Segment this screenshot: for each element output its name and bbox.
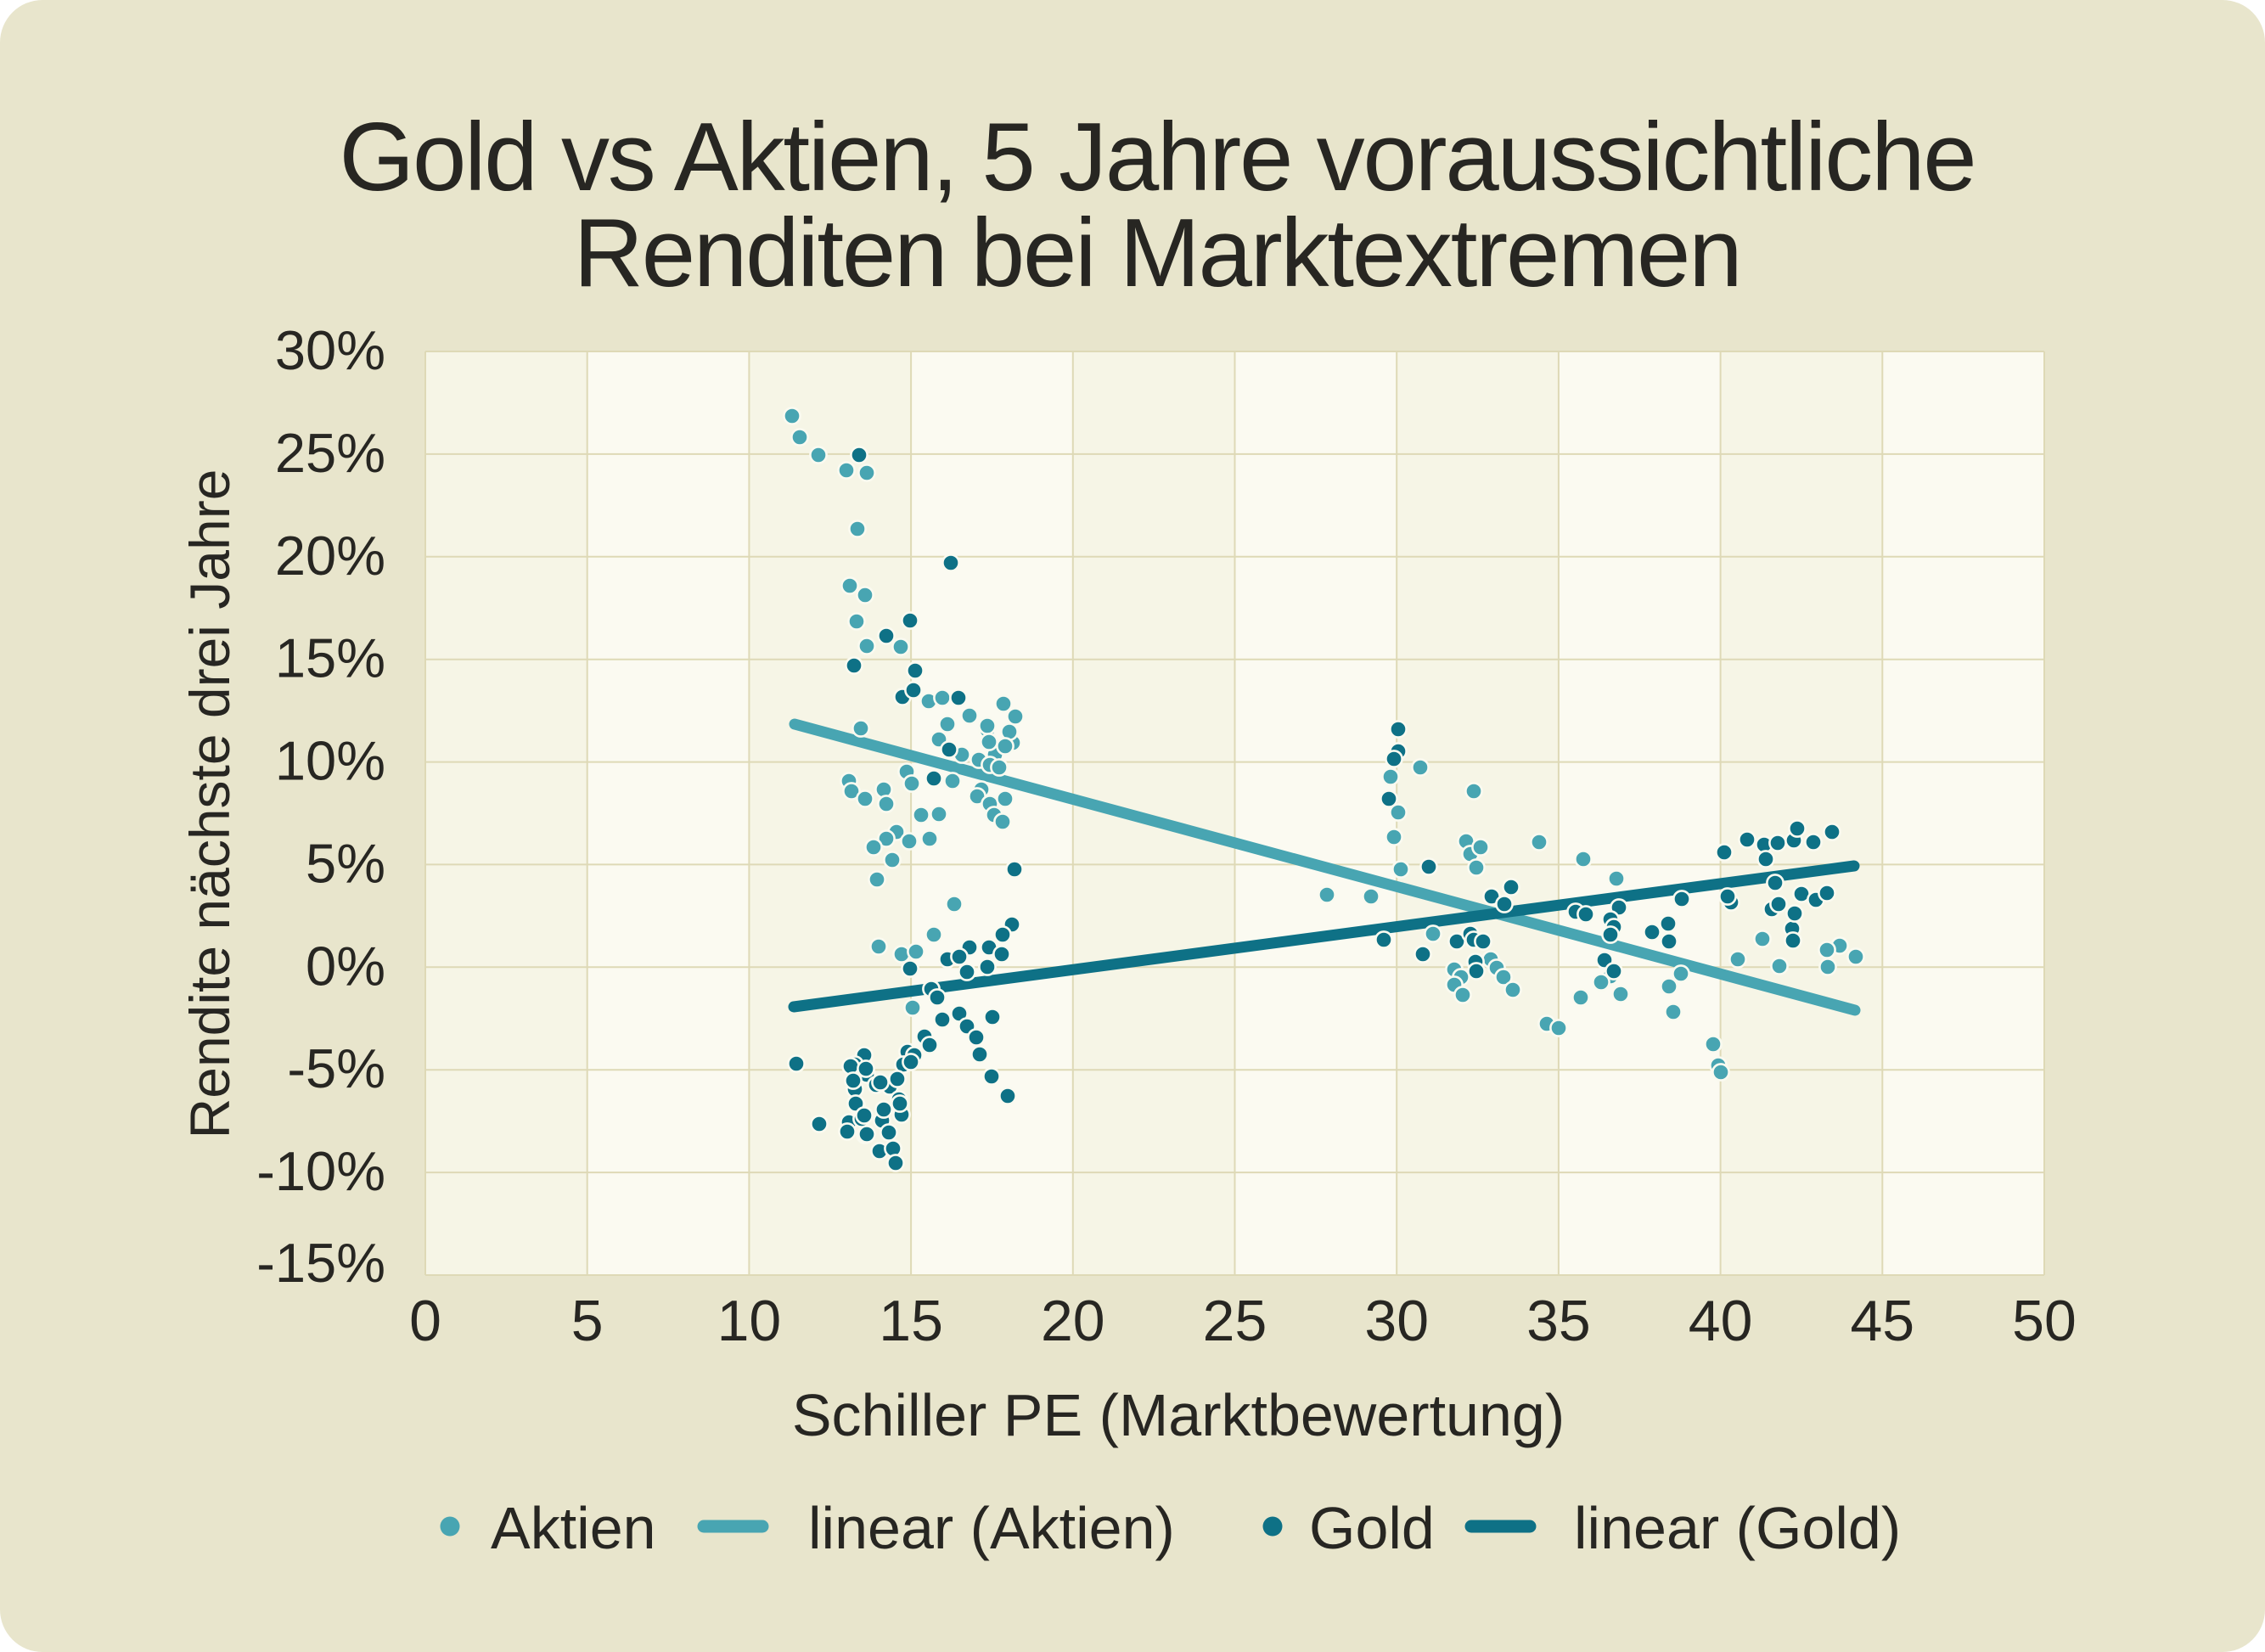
- svg-text:20%: 20%: [275, 525, 385, 587]
- svg-text:Gold: Gold: [1309, 1495, 1435, 1561]
- svg-text:-10%: -10%: [256, 1140, 385, 1202]
- svg-text:Aktien: Aktien: [491, 1495, 656, 1561]
- svg-text:30: 30: [1364, 1289, 1429, 1353]
- svg-text:-5%: -5%: [287, 1037, 385, 1099]
- svg-text:0: 0: [409, 1289, 441, 1353]
- svg-text:10%: 10%: [275, 730, 385, 792]
- svg-text:15: 15: [879, 1289, 943, 1353]
- svg-text:25: 25: [1203, 1289, 1267, 1353]
- svg-text:-15%: -15%: [256, 1232, 385, 1294]
- svg-text:5: 5: [571, 1289, 604, 1353]
- svg-text:30%: 30%: [275, 319, 385, 381]
- svg-text:0%: 0%: [306, 935, 385, 997]
- svg-text:linear (Aktien): linear (Aktien): [808, 1495, 1175, 1561]
- svg-text:40: 40: [1689, 1289, 1753, 1353]
- svg-text:Schiller PE (Marktbewertung): Schiller PE (Marktbewertung): [792, 1382, 1565, 1448]
- svg-text:45: 45: [1850, 1289, 1914, 1353]
- svg-text:5%: 5%: [306, 832, 385, 894]
- svg-text:Renditen bei Marktextremen: Renditen bei Marktextremen: [574, 199, 1741, 307]
- svg-text:25%: 25%: [275, 422, 385, 484]
- svg-text:Gold vs Aktien, 5 Jahre voraus: Gold vs Aktien, 5 Jahre voraussichtliche: [340, 104, 1976, 211]
- svg-text:20: 20: [1041, 1289, 1105, 1353]
- svg-text:50: 50: [2012, 1289, 2077, 1353]
- svg-text:15%: 15%: [275, 627, 385, 689]
- svg-text:linear (Gold): linear (Gold): [1574, 1495, 1901, 1561]
- svg-text:Rendite nächste drei Jahre: Rendite nächste drei Jahre: [178, 469, 241, 1139]
- svg-text:35: 35: [1526, 1289, 1591, 1353]
- svg-text:10: 10: [717, 1289, 782, 1353]
